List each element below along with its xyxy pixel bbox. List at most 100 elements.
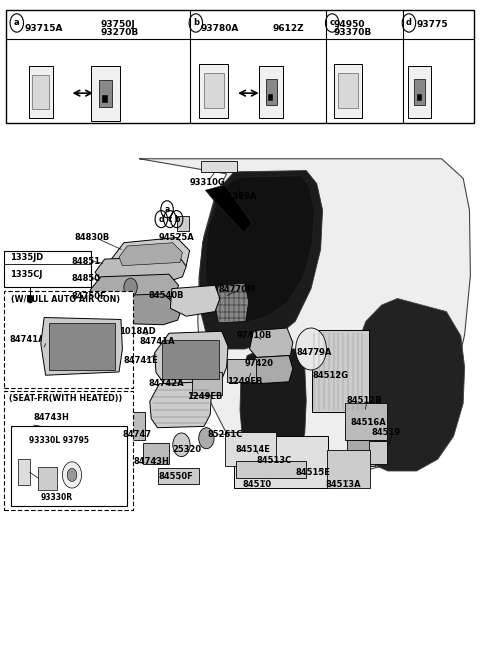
Text: 1018AD: 1018AD (119, 327, 156, 337)
Text: 84850: 84850 (71, 274, 100, 283)
Polygon shape (119, 243, 182, 266)
Bar (49, 323, 115, 370)
Bar (312, 330, 369, 412)
Bar (158, 468, 199, 484)
Bar (347, 440, 375, 466)
Bar (369, 441, 387, 464)
Bar (192, 372, 222, 395)
Bar (162, 340, 219, 379)
Text: 84513C: 84513C (257, 456, 292, 465)
Bar (408, 66, 431, 118)
Text: d: d (406, 18, 412, 28)
Polygon shape (205, 176, 314, 323)
Text: 84516A: 84516A (350, 418, 386, 427)
Bar (414, 79, 425, 105)
Text: 9612Z: 9612Z (273, 24, 304, 33)
Circle shape (296, 328, 326, 370)
Bar (345, 403, 387, 440)
Text: 93715A: 93715A (25, 24, 63, 33)
Text: (W/FULL AUTO AIR CON): (W/FULL AUTO AIR CON) (11, 295, 120, 304)
Text: 93330L 93795: 93330L 93795 (29, 436, 89, 445)
Polygon shape (205, 185, 252, 233)
Circle shape (173, 433, 190, 457)
Bar (225, 432, 276, 466)
Bar (4, 251, 91, 287)
Circle shape (67, 468, 77, 482)
Text: 81389A: 81389A (222, 192, 257, 201)
Bar (236, 461, 306, 478)
Bar (6, 10, 474, 123)
Text: 84741E: 84741E (124, 356, 158, 365)
Text: 93775: 93775 (417, 20, 448, 29)
Text: a: a (14, 18, 20, 28)
Bar (227, 359, 256, 382)
Text: b: b (174, 215, 180, 224)
Text: 84514E: 84514E (235, 445, 270, 454)
Polygon shape (111, 237, 190, 272)
Polygon shape (85, 294, 181, 325)
Polygon shape (170, 285, 220, 316)
Bar (417, 94, 420, 100)
Polygon shape (139, 159, 470, 474)
Polygon shape (41, 318, 122, 375)
Polygon shape (251, 356, 293, 384)
Text: 85261C: 85261C (207, 430, 243, 439)
Text: 84779A: 84779A (297, 348, 332, 358)
Bar (11, 426, 127, 506)
Bar (33, 75, 49, 109)
Bar (29, 66, 53, 118)
Text: 93270B: 93270B (101, 28, 139, 37)
Text: 84743H: 84743H (133, 457, 169, 466)
Text: 84512G: 84512G (313, 371, 349, 380)
Text: 84512B: 84512B (347, 396, 382, 405)
Bar (338, 73, 358, 108)
Bar (266, 79, 276, 105)
Polygon shape (155, 331, 228, 384)
Polygon shape (95, 256, 186, 282)
Bar (99, 79, 112, 108)
Bar (268, 94, 272, 100)
Circle shape (27, 295, 33, 303)
Text: 93750J: 93750J (101, 20, 135, 29)
Text: 84750F: 84750F (71, 292, 106, 301)
Polygon shape (199, 171, 323, 349)
Text: 97420: 97420 (245, 359, 274, 368)
Polygon shape (90, 274, 179, 302)
Text: a: a (165, 205, 169, 214)
Bar (91, 66, 120, 121)
Text: 84742A: 84742A (149, 379, 184, 388)
Text: c: c (168, 215, 172, 224)
Text: 84515E: 84515E (295, 468, 330, 477)
Text: (SEAT-FR(WITH HEATED)): (SEAT-FR(WITH HEATED)) (9, 394, 122, 403)
Bar (204, 73, 224, 108)
Bar (334, 64, 362, 118)
Bar (234, 436, 328, 488)
Text: 84513A: 84513A (325, 480, 361, 489)
Text: 84510: 84510 (242, 480, 272, 489)
Text: 84770M: 84770M (218, 285, 255, 295)
Bar (327, 450, 370, 488)
Circle shape (124, 278, 137, 297)
Bar (177, 216, 189, 231)
Text: b: b (193, 18, 199, 28)
Text: 1249EB: 1249EB (227, 377, 262, 386)
Text: 94525A: 94525A (158, 233, 194, 242)
Bar (259, 66, 283, 118)
Polygon shape (349, 298, 465, 471)
Text: 93310G: 93310G (190, 178, 225, 187)
Text: 84550F: 84550F (158, 472, 193, 481)
Text: 93370B: 93370B (334, 28, 372, 37)
Text: 94950: 94950 (334, 20, 365, 29)
Text: 97410B: 97410B (236, 331, 272, 340)
Text: 93780A: 93780A (201, 24, 239, 33)
Text: 84830B: 84830B (74, 233, 109, 242)
Text: 1335CJ: 1335CJ (10, 270, 42, 279)
Text: 25320: 25320 (173, 445, 202, 454)
Text: 84741A: 84741A (139, 337, 175, 346)
Text: 84519: 84519 (372, 428, 401, 438)
Bar (18, 459, 30, 485)
Polygon shape (150, 382, 211, 428)
Text: 84741A: 84741A (10, 335, 45, 344)
Bar (4, 291, 133, 388)
Polygon shape (250, 328, 293, 358)
